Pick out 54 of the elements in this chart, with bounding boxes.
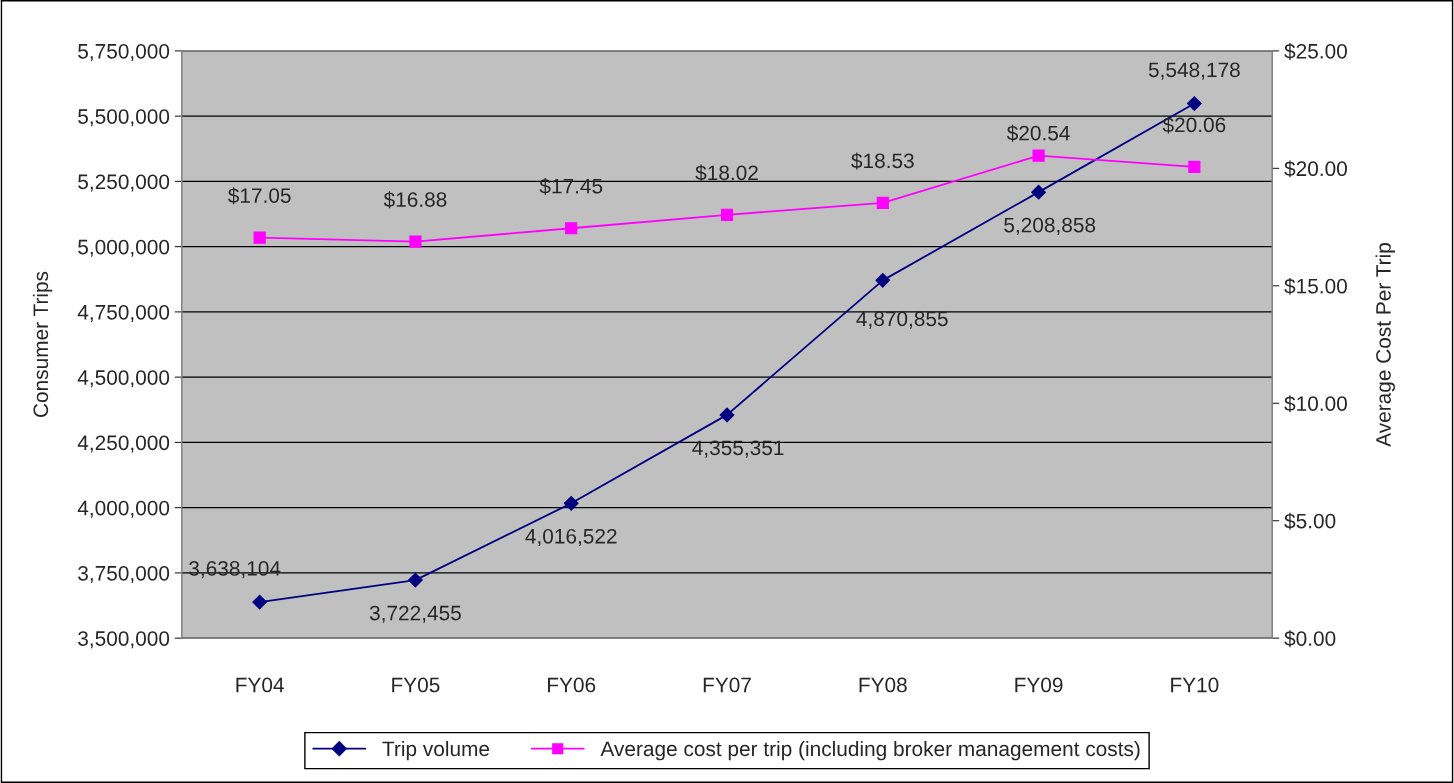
data-label: 4,016,522 [525, 528, 617, 547]
y2-tick-label: $5.00 [1284, 512, 1336, 530]
y2-axis-title: Average Cost Per Trip [1375, 243, 1395, 447]
data-label: $20.54 [1006, 124, 1070, 142]
legend-label: Trip volume [382, 740, 490, 761]
point [1032, 149, 1045, 162]
y-tick-label: 3,500,000 [78, 631, 170, 649]
point [1188, 160, 1201, 174]
data-label: $17.45 [539, 177, 603, 195]
point [876, 196, 889, 209]
y-tick-label: 4,500,000 [77, 370, 170, 388]
y-tick-label: 5,500,000 [78, 109, 170, 127]
point [253, 231, 266, 244]
data-label: $18.53 [851, 152, 914, 170]
y-tick-label: 4,000,000 [77, 500, 170, 518]
x-tick-label: FY10 [1171, 677, 1219, 693]
data-label: $17.05 [228, 187, 291, 205]
x-tick-label: FY09 [1015, 677, 1063, 693]
point [719, 407, 735, 423]
y-axis-title: Consumer Trips [32, 271, 53, 417]
x-tick-label: FY08 [859, 677, 907, 693]
legend-label: Average cost per trip (including broker management costs) [600, 740, 1140, 761]
y2-tick-label: $15.00 [1284, 277, 1347, 295]
y-tick-label: 3,750,000 [78, 565, 170, 584]
y-tick-label: 5,250,000 [78, 174, 170, 192]
x-tick-label: FY04 [236, 677, 284, 693]
y-tick-label: 4,250,000 [77, 435, 170, 453]
y-tick-label: 5,000,000 [78, 239, 170, 257]
x-tick-label: FY06 [548, 677, 596, 693]
data-label: $16.88 [383, 191, 447, 209]
data-label: 4,355,351 [692, 440, 784, 458]
y-tick-label: 4,750,000 [77, 304, 170, 323]
point [565, 222, 578, 235]
y2-tick-label: $20.00 [1284, 160, 1347, 178]
x-tick-label: FY05 [392, 677, 440, 693]
point [408, 572, 423, 588]
data-label: 4,870,855 [856, 311, 948, 329]
point [409, 235, 422, 248]
point [252, 594, 268, 610]
point [720, 208, 734, 221]
point [1186, 96, 1202, 111]
data-label: $18.02 [695, 164, 758, 182]
data-label: 3,722,455 [369, 605, 461, 623]
y2-tick-label: $10.00 [1284, 395, 1347, 413]
point [563, 495, 579, 511]
x-tick-label: FY07 [703, 677, 751, 693]
y2-tick-label: $0.00 [1284, 630, 1336, 648]
data-label: $20.06 [1162, 116, 1226, 134]
data-label: 5,208,858 [1004, 217, 1096, 235]
point [1031, 184, 1046, 200]
y2-tick-label: $25.00 [1284, 43, 1347, 60]
point [875, 272, 891, 288]
y-tick-label: 5,750,000 [78, 43, 170, 62]
data-label: 5,548,178 [1148, 62, 1240, 80]
